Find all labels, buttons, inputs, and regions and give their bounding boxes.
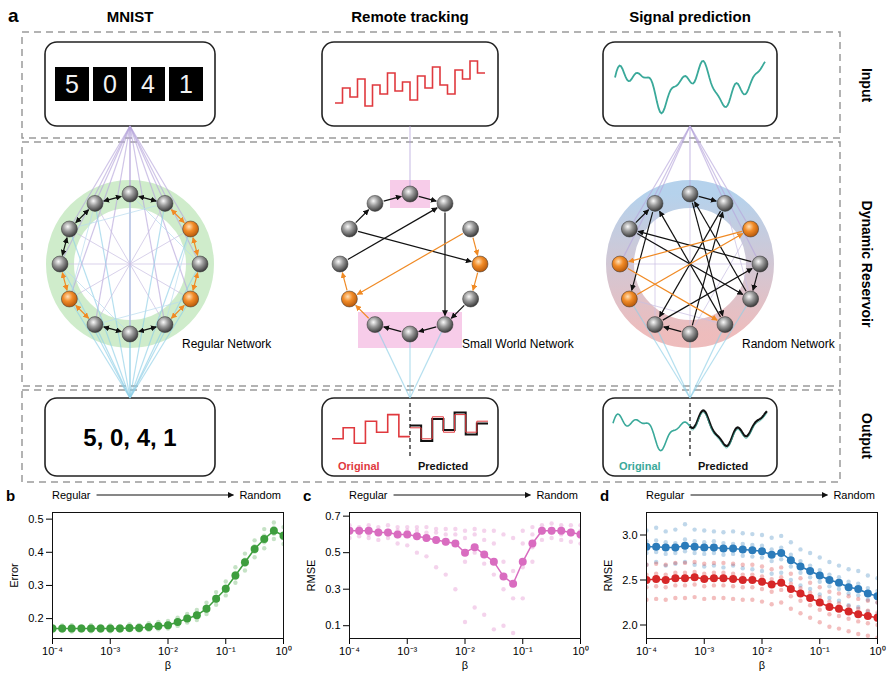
svg-text:Regular: Regular [52, 489, 91, 501]
svg-text:10⁻³: 10⁻³ [100, 645, 120, 657]
svg-text:10⁰: 10⁰ [572, 645, 588, 657]
svg-text:Regular: Regular [646, 489, 685, 501]
svg-text:Regular: Regular [349, 489, 388, 501]
svg-text:Signal prediction: Signal prediction [629, 8, 751, 25]
svg-text:2.0: 2.0 [622, 619, 637, 631]
svg-text:0.1: 0.1 [325, 619, 340, 631]
svg-text:b: b [6, 487, 15, 504]
svg-text:10⁻⁴: 10⁻⁴ [636, 645, 657, 657]
svg-text:5, 0, 4, 1: 5, 0, 4, 1 [83, 424, 176, 451]
svg-text:Predicted: Predicted [418, 460, 468, 472]
svg-text:10⁻⁴: 10⁻⁴ [339, 645, 360, 657]
svg-text:a: a [8, 5, 19, 26]
svg-text:β: β [759, 659, 765, 671]
svg-text:4: 4 [141, 70, 155, 98]
svg-text:0.3: 0.3 [325, 583, 340, 595]
svg-text:Original: Original [619, 460, 661, 472]
svg-text:10⁻²: 10⁻² [455, 645, 475, 657]
svg-text:Regular Network: Regular Network [182, 337, 272, 351]
svg-text:Predicted: Predicted [698, 460, 748, 472]
svg-text:Random: Random [536, 489, 578, 501]
svg-text:Small World Network: Small World Network [462, 337, 575, 351]
svg-text:1: 1 [179, 70, 193, 98]
svg-text:0.5: 0.5 [28, 513, 43, 525]
svg-text:MNIST: MNIST [107, 8, 154, 25]
svg-text:0.7: 0.7 [325, 510, 340, 522]
svg-text:0.3: 0.3 [28, 579, 43, 591]
svg-text:Output: Output [859, 413, 875, 459]
svg-text:Random Network: Random Network [742, 337, 836, 351]
svg-text:Remote tracking: Remote tracking [351, 8, 469, 25]
svg-text:d: d [600, 487, 609, 504]
svg-text:0.4: 0.4 [28, 546, 43, 558]
svg-text:10⁻¹: 10⁻¹ [810, 645, 830, 657]
svg-text:0.5: 0.5 [325, 546, 340, 558]
svg-text:Input: Input [859, 68, 875, 103]
svg-text:10⁻²: 10⁻² [158, 645, 178, 657]
svg-text:10⁰: 10⁰ [869, 645, 885, 657]
svg-text:2.5: 2.5 [622, 574, 637, 586]
svg-text:0.2: 0.2 [28, 612, 43, 624]
svg-text:RMSE: RMSE [602, 560, 614, 592]
svg-text:10⁻²: 10⁻² [752, 645, 772, 657]
svg-text:5: 5 [65, 70, 79, 98]
svg-text:3.0: 3.0 [622, 529, 637, 541]
svg-text:Original: Original [338, 460, 380, 472]
svg-text:Dynamic Reservoir: Dynamic Reservoir [859, 201, 875, 328]
svg-text:RMSE: RMSE [305, 560, 317, 592]
svg-text:10⁻⁴: 10⁻⁴ [42, 645, 63, 657]
svg-text:Error: Error [8, 563, 20, 588]
svg-text:Random: Random [239, 489, 281, 501]
svg-text:β: β [165, 659, 171, 671]
svg-text:10⁻¹: 10⁻¹ [216, 645, 236, 657]
svg-text:0: 0 [103, 70, 117, 98]
svg-text:10⁻³: 10⁻³ [694, 645, 714, 657]
svg-text:Random: Random [833, 489, 875, 501]
svg-text:10⁻¹: 10⁻¹ [513, 645, 533, 657]
svg-text:β: β [462, 659, 468, 671]
svg-text:10⁰: 10⁰ [275, 645, 291, 657]
svg-text:c: c [303, 487, 311, 504]
svg-text:10⁻³: 10⁻³ [397, 645, 417, 657]
